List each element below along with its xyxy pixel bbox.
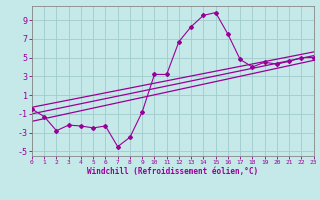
X-axis label: Windchill (Refroidissement éolien,°C): Windchill (Refroidissement éolien,°C) [87,167,258,176]
